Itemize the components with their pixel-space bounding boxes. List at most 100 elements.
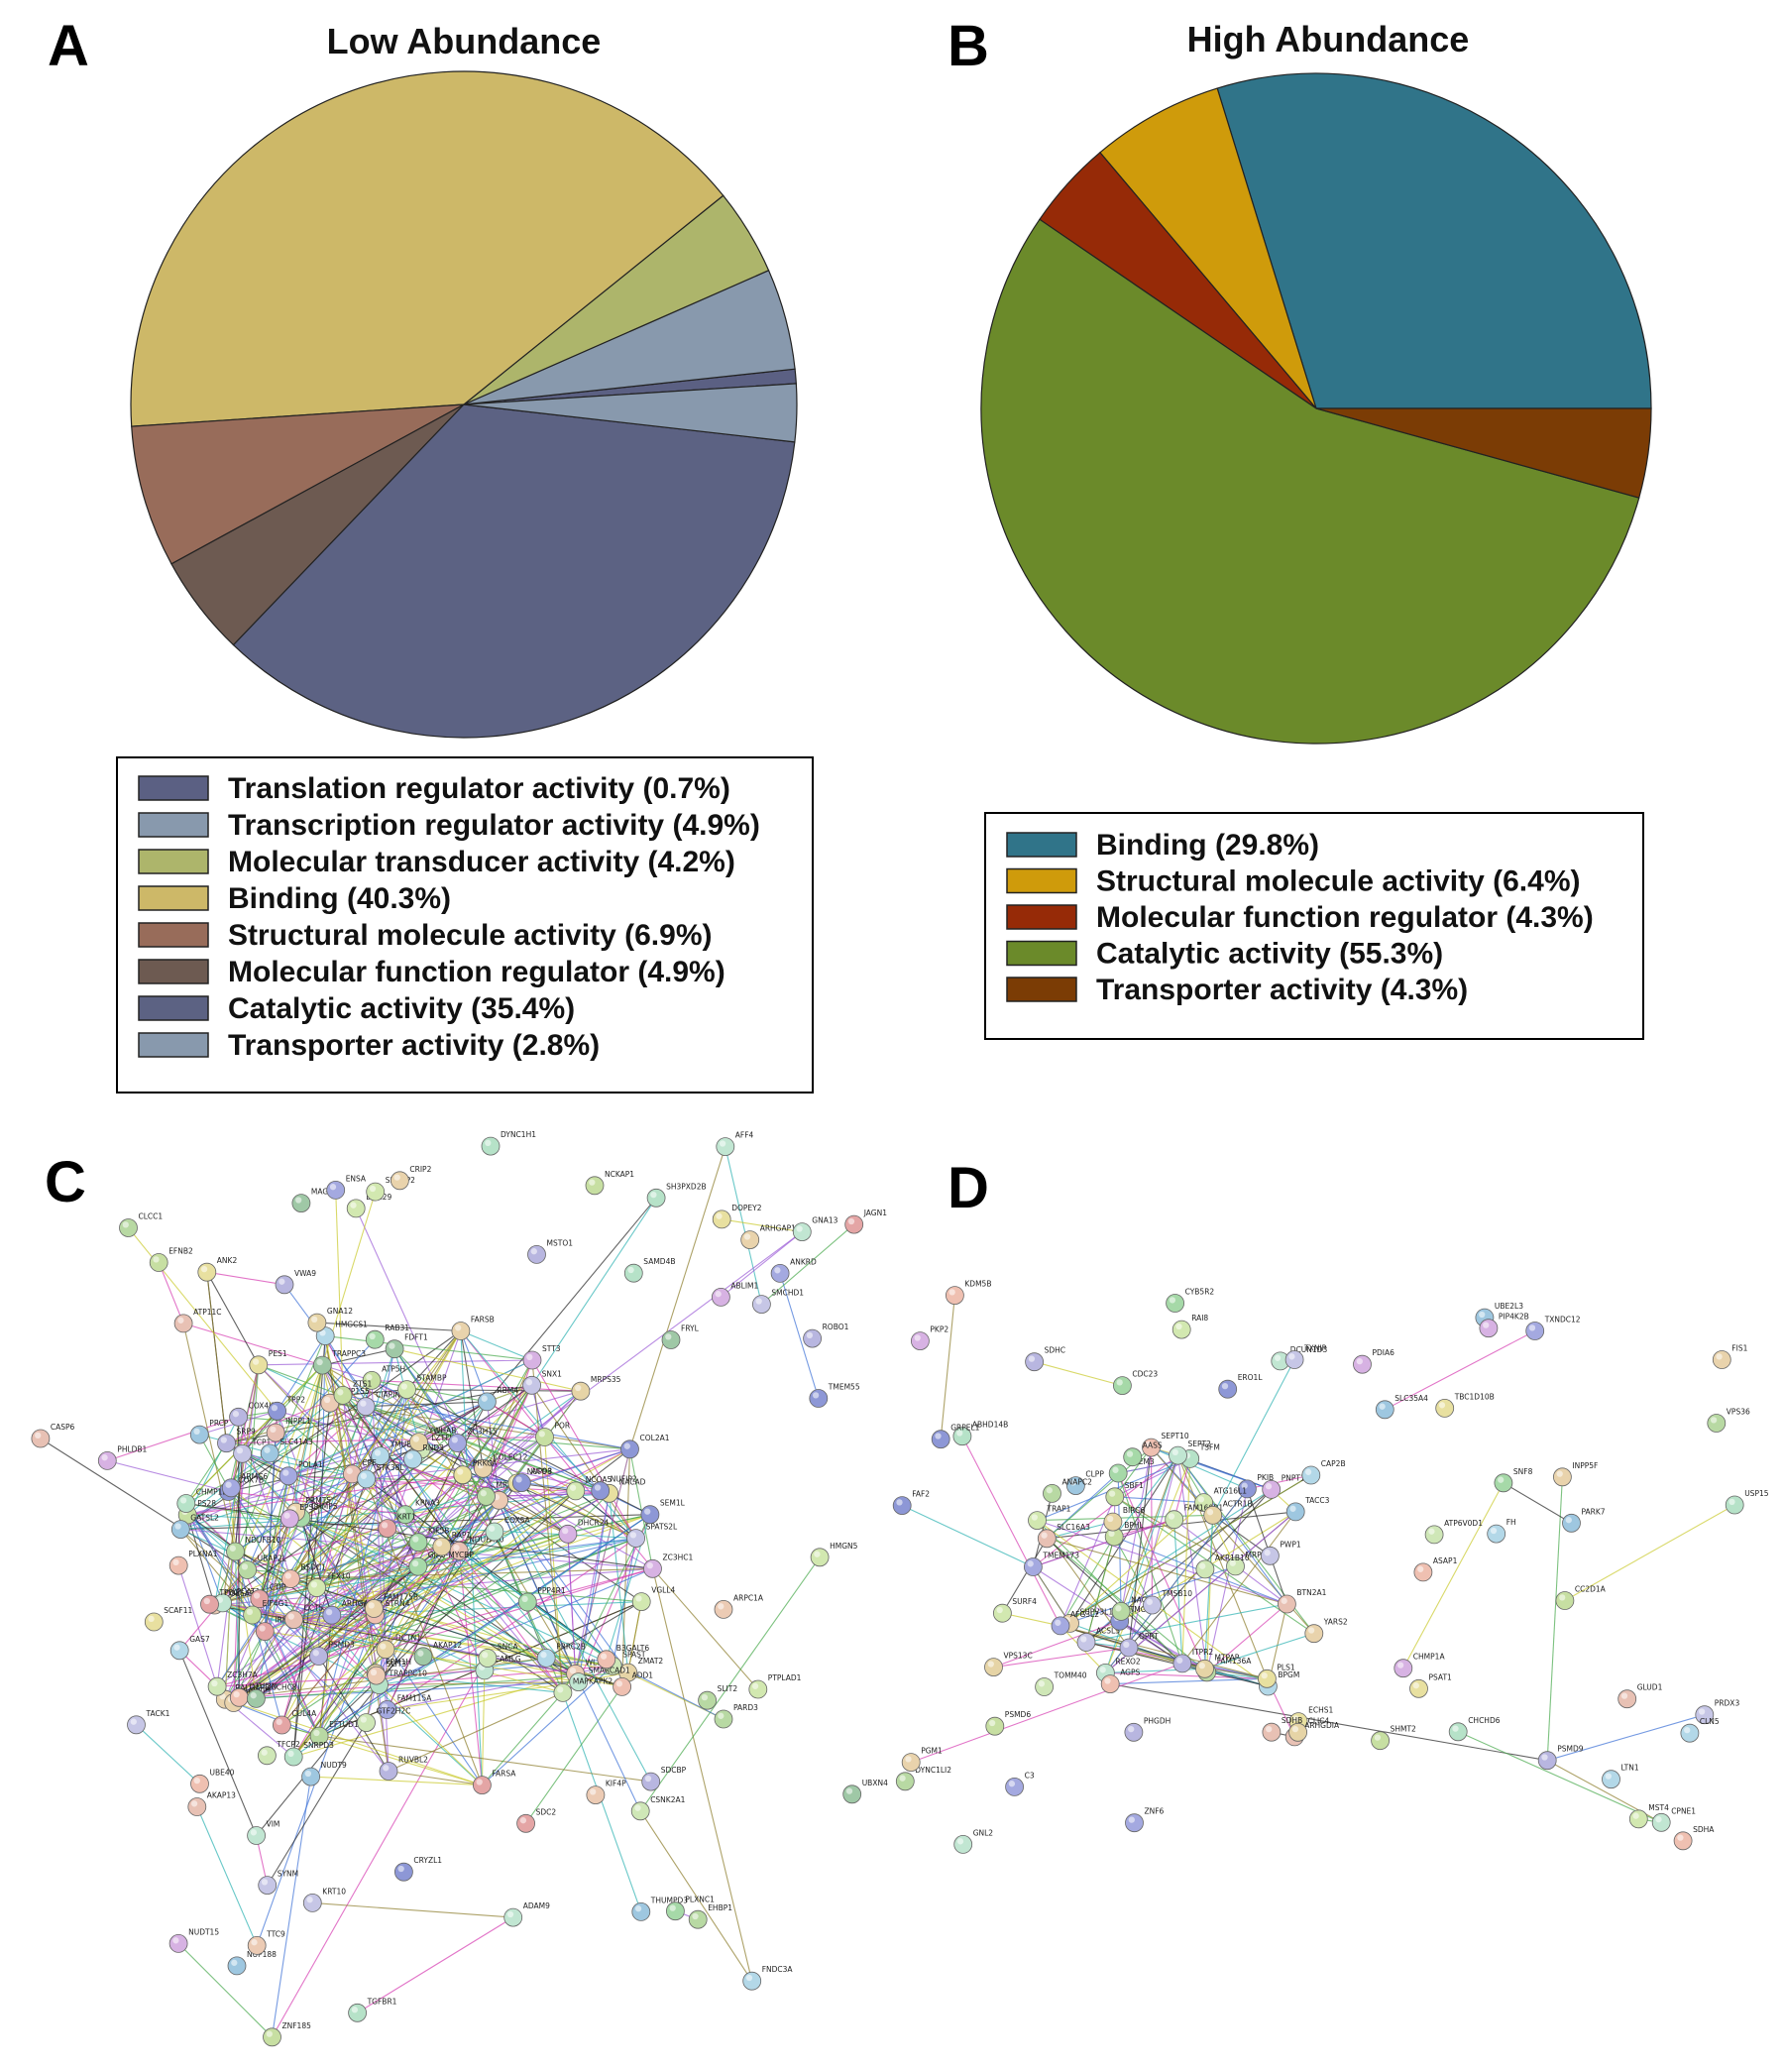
network-c-node-91 <box>119 1218 138 1237</box>
network-d-node-65 <box>1424 1525 1444 1545</box>
network-c-node-shine-120 <box>755 1298 762 1305</box>
network-c-edge-223 <box>481 1669 486 1785</box>
network-c-node-shine-135 <box>692 1912 699 1920</box>
network-d-node-41 <box>1025 1352 1044 1372</box>
network-c-node-141 <box>257 1746 277 1766</box>
network-d-node-shine-50 <box>987 1661 994 1668</box>
network-c-node-label-29: PS28 <box>197 1499 216 1508</box>
network-c-node-61 <box>170 1520 190 1539</box>
network-d-node-label-79: PSMD9 <box>1557 1745 1584 1754</box>
network-c-node-5 <box>631 1592 651 1611</box>
network-d-node-shine-64 <box>905 1756 912 1763</box>
network-c-node-shine-162 <box>393 1174 400 1181</box>
network-c-edge-164 <box>366 1401 488 1408</box>
network-c-node-label-145: RND3 <box>423 1443 445 1452</box>
network-c-node-label-61: GATSL2 <box>190 1514 219 1523</box>
network-c-node-49 <box>397 1380 416 1399</box>
network-d-node-label-47: PWP1 <box>1280 1540 1300 1549</box>
network-c-node-shine-45 <box>271 1404 279 1412</box>
network-d-node-62 <box>1651 1812 1671 1832</box>
network-d-node-shine-62 <box>1655 1816 1662 1823</box>
legend-a-swatch-2 <box>138 849 209 874</box>
network-c-node-104 <box>190 1774 209 1793</box>
network-c-edge-391 <box>128 1227 279 1412</box>
network-d-node-77 <box>1218 1379 1238 1399</box>
network-c-node-shine-147 <box>669 1904 676 1911</box>
network-c-edge-451 <box>264 1364 323 1632</box>
network-d-node-shine-5 <box>1099 1667 1106 1673</box>
network-c-node-shine-59 <box>399 1508 406 1515</box>
network-d-node-shine-59 <box>1710 1417 1718 1424</box>
network-c-node-shine-6 <box>489 1525 496 1532</box>
network-d-node-53 <box>1562 1513 1581 1533</box>
network-d-edge-6 <box>901 1505 1034 1567</box>
network-d-node-6 <box>1105 1487 1125 1507</box>
network-c-node-label-37: CHMP5 <box>311 1502 338 1511</box>
network-c-node-shine-100 <box>225 1481 232 1488</box>
network-c-edge-210 <box>256 1671 628 1699</box>
network-d-node-60 <box>1124 1722 1144 1742</box>
network-c-node-label-14: ZMAT2 <box>638 1657 664 1666</box>
network-c-node-label-94: VIM <box>267 1820 280 1829</box>
network-c-edge-123 <box>365 1406 458 1444</box>
network-d-node-label-80: RAI8 <box>1191 1314 1208 1323</box>
network-c-node-129 <box>623 1263 643 1283</box>
network-c-node-80 <box>376 1640 395 1660</box>
network-c-node-shine-35 <box>540 1652 547 1659</box>
network-d-node-label-73: PDIA6 <box>1373 1348 1395 1357</box>
network-c-node-38 <box>229 1687 249 1707</box>
network-c-node-shine-70 <box>312 1650 319 1657</box>
network-c-edge-498 <box>259 1475 289 1599</box>
network-d-edge-115 <box>940 1295 955 1439</box>
network-c-node-shine-165 <box>203 1597 210 1605</box>
network-c-node-label-77: CTIP <box>270 1583 286 1592</box>
network-c-node-58 <box>432 1537 452 1556</box>
legend-b-swatch-2 <box>1006 904 1077 930</box>
network-d-edge-25 <box>1206 1603 1287 1673</box>
network-c-edge-218 <box>264 1631 320 1737</box>
network-c-node-shine-121 <box>519 1817 527 1824</box>
pie-a-slice-3 <box>130 70 725 427</box>
network-c-node-label-82: ADD1 <box>632 1670 654 1679</box>
network-d-node-71 <box>946 1286 964 1305</box>
network-d-node-label-28: TMSB10 <box>1162 1589 1193 1598</box>
network-c-node-label-46: WLS <box>586 1658 603 1667</box>
network-d-edge-36 <box>1119 1620 1183 1665</box>
network-c-node-label-88: CASP6 <box>51 1423 75 1432</box>
network-d-edge-55 <box>1402 1482 1505 1669</box>
network-c-node-label-59: KPNA3 <box>415 1499 440 1508</box>
network-c-edge-182 <box>180 1492 610 1531</box>
network-c-node-98 <box>127 1715 146 1735</box>
network-c-edge-324 <box>186 1514 333 1616</box>
network-c-node-shine-14 <box>621 1666 629 1673</box>
network-c-node-label-129: SAMD4B <box>643 1257 675 1266</box>
network-d-node-label-2: FAM136A <box>1217 1657 1253 1666</box>
legend-a-swatch-4 <box>138 922 209 948</box>
network-c-node-26 <box>217 1434 236 1453</box>
network-c-node-shine-87 <box>665 1333 672 1340</box>
network-c-node-label-10: SPATS2L <box>646 1523 678 1532</box>
network-c-node-69 <box>238 1560 258 1579</box>
network-c-node-55 <box>472 1776 492 1794</box>
network-d-node-79 <box>1537 1751 1557 1771</box>
network-d-node-70 <box>1113 1376 1132 1395</box>
network-c-edge-489 <box>357 1916 513 2014</box>
network-d-edge-11 <box>1032 1566 1070 1624</box>
network-c-node-label-143: KRT1 <box>397 1513 416 1522</box>
network-d-node-shine-74 <box>1728 1498 1735 1506</box>
network-c-node-label-36: MRPS35 <box>591 1375 621 1384</box>
network-d-node-22 <box>1119 1638 1139 1658</box>
network-c-node-shine-47 <box>480 1490 487 1497</box>
network-c-node-125 <box>517 1592 537 1612</box>
network-c-node-shine-74 <box>477 1461 484 1469</box>
network-c-node-63 <box>283 1747 303 1767</box>
network-c-edge-334 <box>366 1389 408 1480</box>
network-c-node-89 <box>511 1473 531 1492</box>
network-c-node-138 <box>792 1222 812 1241</box>
network-c-node-label-98: TACK1 <box>146 1709 170 1718</box>
network-d-node-label-43: GNL2 <box>973 1828 994 1837</box>
network-d-node-shine-71 <box>948 1289 955 1296</box>
network-d-node-label-56: PSAT1 <box>1429 1672 1453 1681</box>
network-c-node-label-105: THUMPD3 <box>650 1896 688 1904</box>
network-d-node-shine-83 <box>1556 1470 1563 1477</box>
